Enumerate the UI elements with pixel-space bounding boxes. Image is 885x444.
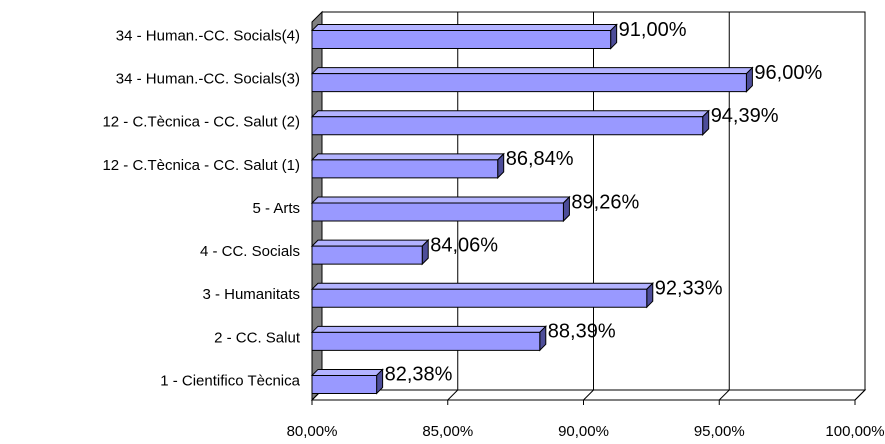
bar — [310, 238, 430, 266]
grid-line — [447, 12, 459, 401]
bar-top — [310, 153, 505, 161]
grid-line — [583, 12, 594, 401]
data-label: 89,26% — [571, 191, 639, 213]
category-label: 4 - CC. Socials — [200, 243, 300, 260]
bar-top — [310, 67, 754, 75]
bar-front — [311, 288, 648, 308]
data-label: 92,33% — [655, 278, 723, 300]
bar-top — [310, 325, 547, 333]
bar — [310, 66, 754, 93]
x-tick-label: 90,00% — [558, 423, 609, 440]
data-label: 86,84% — [506, 148, 574, 170]
bar — [310, 152, 505, 180]
category-label: 12 - C.Tècnica - CC. Salut (1) — [102, 157, 300, 174]
bar — [310, 109, 710, 136]
data-label: 94,39% — [711, 105, 779, 127]
data-label: 84,06% — [430, 234, 498, 256]
bar-front — [311, 374, 378, 394]
data-label: 82,38% — [385, 364, 453, 386]
x-tick-label: 95,00% — [694, 423, 745, 440]
bar-front — [311, 73, 747, 93]
bar-front — [311, 116, 704, 136]
bar-front — [311, 30, 612, 50]
data-label: 88,39% — [548, 321, 616, 343]
x-tick-label: 85,00% — [422, 423, 473, 440]
bar — [310, 195, 571, 223]
bar-front — [311, 202, 564, 222]
x-tick-label: 80,00% — [287, 423, 338, 440]
bar-top — [310, 368, 384, 376]
bar — [310, 325, 547, 352]
grid-line — [718, 12, 730, 401]
bar-front — [311, 159, 499, 179]
bar — [310, 23, 618, 50]
bar — [310, 368, 384, 395]
bar — [310, 282, 654, 309]
bar-top — [310, 196, 571, 204]
category-label: 2 - CC. Salut — [214, 329, 301, 346]
category-label: 34 - Human.-CC. Socials(4) — [116, 28, 300, 45]
grid-line — [854, 12, 866, 401]
bar-front — [311, 331, 541, 351]
category-label: 1 - Cientifico Tècnica — [160, 372, 300, 389]
bar-front — [311, 245, 423, 265]
category-label: 5 - Arts — [252, 200, 300, 217]
data-label: 91,00% — [619, 19, 687, 41]
bar-top — [310, 282, 654, 290]
category-label: 3 - Humanitats — [202, 286, 300, 303]
category-label: 12 - C.Tècnica - CC. Salut (2) — [102, 114, 300, 131]
x-tick-label: 100,00% — [825, 423, 884, 440]
bar-top — [310, 110, 710, 118]
bar-top — [310, 24, 618, 32]
bar-top — [310, 239, 430, 247]
category-label: 34 - Human.-CC. Socials(3) — [116, 71, 300, 88]
data-label: 96,00% — [754, 62, 822, 84]
